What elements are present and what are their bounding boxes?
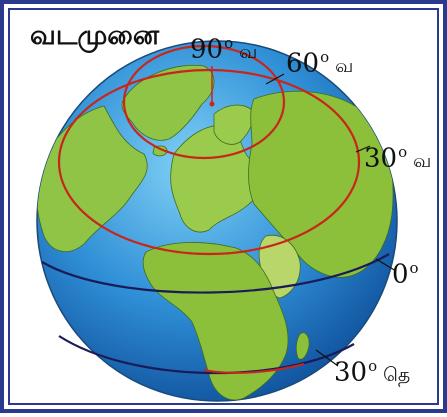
label-60n-value: 60 — [286, 48, 320, 79]
latitude-60n-line — [122, 44, 286, 160]
equator-line — [41, 253, 390, 294]
latitude-30s-line — [58, 335, 355, 375]
label-30n-value: 30 — [364, 143, 398, 174]
label-90n-direction: வ — [239, 40, 258, 63]
label-equator: 0o — [392, 261, 425, 288]
leader-30n — [355, 145, 371, 153]
latitude-30n-line — [57, 68, 361, 256]
madagascar-land — [295, 332, 310, 360]
leader-60n — [265, 73, 285, 85]
label-equator-degree: o — [409, 259, 419, 277]
latitude-30s-red-segment — [203, 363, 305, 374]
label-30n-direction: வ — [413, 149, 432, 172]
scandinavia-land — [213, 104, 254, 145]
label-60n-direction: வ — [335, 54, 354, 77]
inner-border — [8, 8, 439, 405]
label-30s: 30o தெ — [334, 359, 410, 386]
label-90n-value: 90 — [190, 34, 224, 65]
label-equator-value: 0 — [392, 259, 409, 290]
label-60n-degree: o — [320, 48, 330, 66]
diagram-title: வடமுனை — [30, 20, 160, 51]
label-30n: 30o வ — [364, 145, 431, 172]
label-30s-value: 30 — [334, 357, 368, 388]
north-america-land — [37, 105, 148, 252]
globe-illustration — [36, 40, 398, 402]
label-30s-degree: o — [368, 357, 378, 375]
north-pole-dot — [209, 101, 215, 107]
greenland-land — [121, 64, 215, 141]
label-90n-degree: o — [224, 34, 234, 52]
label-30n-degree: o — [398, 143, 408, 161]
label-30s-direction: தெ — [383, 363, 411, 386]
label-90n: 90o வ — [190, 36, 257, 63]
label-60n: 60o வ — [286, 50, 353, 77]
leader-30s — [315, 349, 339, 367]
leader-0 — [375, 258, 397, 272]
